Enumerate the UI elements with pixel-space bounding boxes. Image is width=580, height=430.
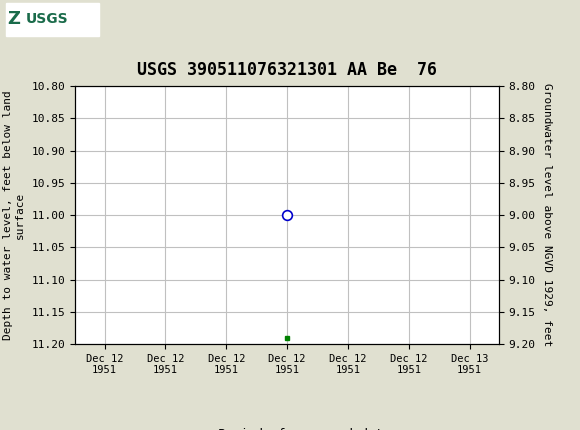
Legend: Period of approved data: Period of approved data <box>179 423 396 430</box>
Title: USGS 390511076321301 AA Be  76: USGS 390511076321301 AA Be 76 <box>137 61 437 79</box>
Text: Z: Z <box>8 10 20 28</box>
Y-axis label: Depth to water level, feet below land
surface: Depth to water level, feet below land su… <box>3 90 25 340</box>
Bar <box>6 3 99 36</box>
Y-axis label: Groundwater level above NGVD 1929, feet: Groundwater level above NGVD 1929, feet <box>542 83 553 347</box>
Text: USGS: USGS <box>26 12 68 26</box>
